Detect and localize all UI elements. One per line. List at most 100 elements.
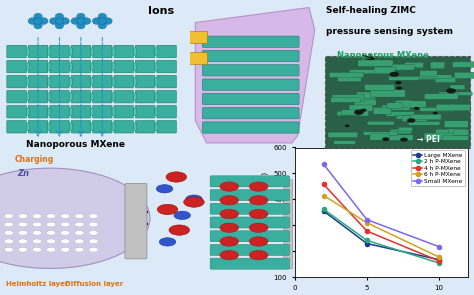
- Circle shape: [55, 13, 64, 20]
- FancyBboxPatch shape: [71, 76, 91, 88]
- FancyBboxPatch shape: [27, 78, 29, 85]
- FancyBboxPatch shape: [332, 95, 364, 102]
- 6 h P-MXene: [321, 194, 327, 197]
- Circle shape: [89, 239, 98, 244]
- Circle shape: [0, 168, 150, 268]
- FancyBboxPatch shape: [202, 122, 299, 133]
- Circle shape: [32, 231, 42, 235]
- FancyBboxPatch shape: [373, 107, 392, 114]
- FancyBboxPatch shape: [392, 64, 414, 70]
- FancyBboxPatch shape: [157, 121, 176, 133]
- FancyBboxPatch shape: [91, 108, 94, 115]
- FancyBboxPatch shape: [202, 108, 299, 119]
- FancyBboxPatch shape: [337, 112, 360, 116]
- Circle shape: [249, 237, 268, 246]
- Circle shape: [74, 239, 84, 244]
- Circle shape: [89, 222, 98, 227]
- 6 h P-MXene: [364, 221, 370, 224]
- Circle shape: [98, 18, 107, 24]
- FancyBboxPatch shape: [334, 141, 356, 144]
- Circle shape: [183, 197, 204, 207]
- Circle shape: [447, 88, 456, 94]
- Large MXene: [436, 258, 442, 261]
- Text: Diffusion layer: Diffusion layer: [64, 281, 123, 287]
- Circle shape: [34, 13, 42, 20]
- Text: Nanoporous MXene: Nanoporous MXene: [337, 51, 429, 60]
- Circle shape: [345, 124, 350, 127]
- FancyBboxPatch shape: [349, 70, 384, 74]
- FancyBboxPatch shape: [374, 67, 395, 74]
- FancyBboxPatch shape: [48, 48, 51, 55]
- FancyBboxPatch shape: [358, 60, 393, 67]
- FancyBboxPatch shape: [91, 63, 94, 70]
- Circle shape: [74, 222, 84, 227]
- Circle shape: [220, 182, 238, 191]
- Line: 2 h P-MXene: 2 h P-MXene: [321, 207, 441, 265]
- 4 h P-MXene: [436, 259, 442, 263]
- FancyBboxPatch shape: [92, 121, 112, 133]
- FancyBboxPatch shape: [402, 116, 428, 122]
- FancyBboxPatch shape: [71, 60, 91, 73]
- Circle shape: [74, 214, 84, 218]
- FancyBboxPatch shape: [370, 90, 405, 97]
- Large MXene: [321, 209, 327, 213]
- FancyBboxPatch shape: [331, 97, 360, 102]
- FancyBboxPatch shape: [410, 114, 441, 120]
- FancyBboxPatch shape: [436, 129, 456, 135]
- Circle shape: [50, 18, 58, 24]
- 6 h P-MXene: [436, 255, 442, 259]
- FancyBboxPatch shape: [50, 76, 69, 88]
- FancyBboxPatch shape: [370, 133, 389, 140]
- Circle shape: [18, 247, 27, 252]
- FancyBboxPatch shape: [28, 91, 48, 103]
- Circle shape: [390, 72, 399, 77]
- Circle shape: [46, 231, 56, 235]
- FancyBboxPatch shape: [415, 76, 437, 80]
- FancyBboxPatch shape: [157, 91, 176, 103]
- Circle shape: [382, 137, 389, 141]
- Circle shape: [249, 223, 268, 232]
- FancyBboxPatch shape: [7, 60, 27, 73]
- Circle shape: [98, 13, 107, 20]
- FancyBboxPatch shape: [382, 105, 410, 110]
- FancyBboxPatch shape: [436, 104, 470, 111]
- Text: Nanoporous MXene: Nanoporous MXene: [27, 140, 125, 149]
- Circle shape: [46, 239, 56, 244]
- FancyBboxPatch shape: [387, 103, 403, 109]
- FancyBboxPatch shape: [112, 123, 115, 130]
- FancyBboxPatch shape: [7, 76, 27, 88]
- FancyBboxPatch shape: [210, 190, 290, 201]
- Circle shape: [249, 209, 268, 219]
- FancyBboxPatch shape: [210, 176, 290, 187]
- FancyBboxPatch shape: [114, 106, 134, 118]
- FancyBboxPatch shape: [421, 75, 452, 78]
- 2 h P-MXene: [364, 239, 370, 242]
- FancyBboxPatch shape: [155, 63, 158, 70]
- Circle shape: [55, 18, 64, 24]
- FancyBboxPatch shape: [409, 121, 440, 125]
- FancyBboxPatch shape: [50, 91, 69, 103]
- FancyBboxPatch shape: [430, 62, 445, 69]
- 4 h P-MXene: [321, 183, 327, 186]
- FancyBboxPatch shape: [210, 203, 290, 214]
- Circle shape: [166, 172, 187, 182]
- FancyBboxPatch shape: [210, 244, 290, 255]
- FancyBboxPatch shape: [455, 72, 474, 78]
- Circle shape: [407, 118, 415, 123]
- FancyBboxPatch shape: [136, 121, 155, 133]
- FancyBboxPatch shape: [69, 123, 72, 130]
- Circle shape: [220, 250, 238, 260]
- FancyBboxPatch shape: [134, 123, 137, 130]
- FancyBboxPatch shape: [50, 45, 69, 58]
- FancyBboxPatch shape: [395, 101, 426, 108]
- FancyBboxPatch shape: [438, 92, 472, 96]
- FancyBboxPatch shape: [91, 93, 94, 100]
- Circle shape: [220, 223, 238, 232]
- Circle shape: [77, 22, 85, 29]
- Circle shape: [74, 247, 84, 252]
- FancyBboxPatch shape: [7, 106, 27, 118]
- FancyBboxPatch shape: [390, 129, 411, 134]
- FancyBboxPatch shape: [91, 48, 94, 55]
- Circle shape: [46, 214, 56, 218]
- Circle shape: [156, 185, 173, 193]
